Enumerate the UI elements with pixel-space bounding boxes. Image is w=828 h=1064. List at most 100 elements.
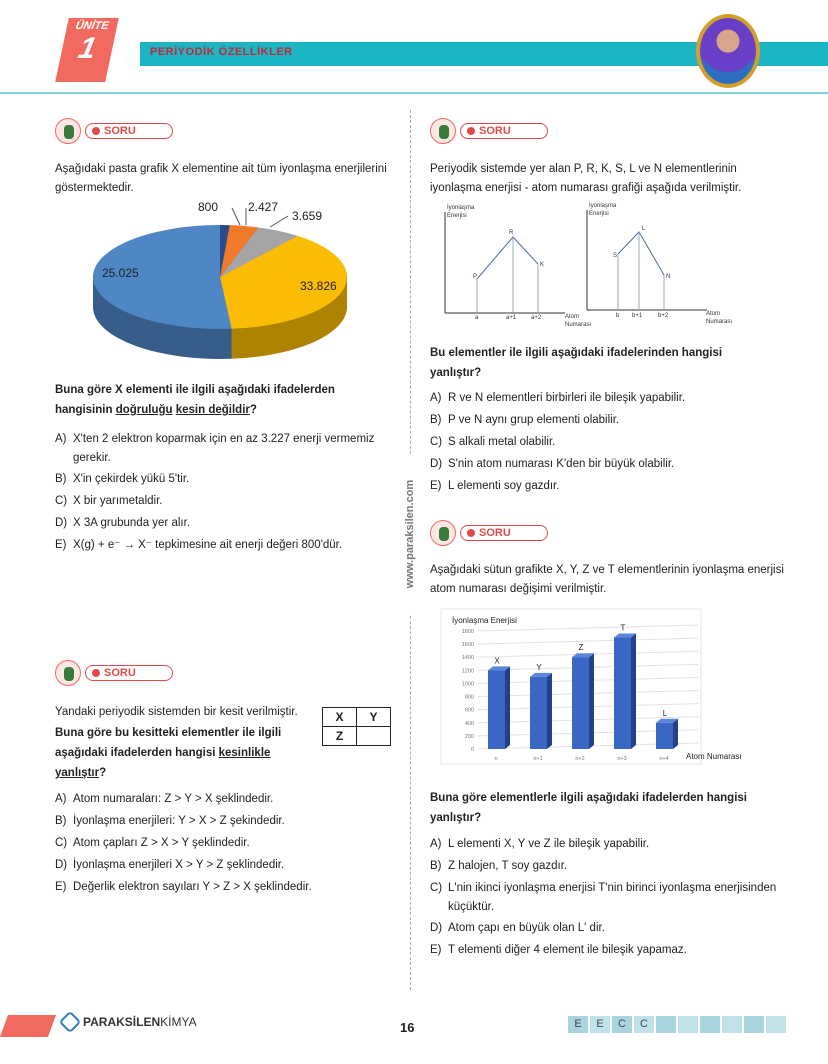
- bar-top: [614, 633, 636, 638]
- unit-label: ÜNİTE: [74, 20, 110, 32]
- cell-empty: [356, 726, 391, 746]
- cell-x: X: [322, 707, 357, 727]
- footer-accent: [0, 1015, 57, 1037]
- answer-box: [700, 1016, 720, 1033]
- svg-text:Atom: Atom: [565, 314, 579, 320]
- y-tick-label: 1600: [462, 642, 474, 648]
- y-tick-label: 1000: [462, 681, 474, 687]
- option-c[interactable]: C) S alkali metal olabilir.: [430, 436, 556, 448]
- unit-number: 1: [75, 32, 100, 65]
- q3-question: Bu elementler ile ilgili aşağıdaki ifade…: [430, 347, 723, 379]
- soru-label: SORU: [479, 125, 511, 137]
- option-d[interactable]: D) İyonlaşma enerjileri X > Y > Z şeklind…: [55, 859, 285, 871]
- author-avatar: [696, 14, 760, 88]
- option-e[interactable]: E) L elementi soy gazdır.: [430, 480, 560, 492]
- svg-text:a: a: [475, 315, 479, 321]
- option-b[interactable]: B) Z halojen, T soy gazdır.: [430, 860, 568, 872]
- bar-label: X: [494, 656, 500, 665]
- answer-box: E: [590, 1016, 610, 1033]
- teacher-icon: [55, 118, 81, 144]
- option-b[interactable]: B) P ve N aynı grup elementi olabilir.: [430, 414, 620, 426]
- svg-text:Numarası: Numarası: [706, 319, 732, 325]
- pie-label: 3.659: [292, 209, 322, 223]
- svg-text:K: K: [540, 262, 544, 268]
- x-tick-label: n+2: [575, 756, 584, 762]
- y-tick-label: 600: [465, 708, 474, 714]
- svg-text:Enerjisi: Enerjisi: [447, 213, 467, 219]
- logo-icon: [58, 1010, 82, 1034]
- q4-intro: Aşağıdaki sütun grafikte X, Y, Z ve T el…: [430, 564, 784, 595]
- svg-text:P: P: [473, 274, 477, 280]
- option-c[interactable]: C) X bir yarımetaldir.: [55, 495, 163, 507]
- soru-badge: SORU: [430, 118, 548, 144]
- option-a[interactable]: A) X'ten 2 elektron koparmak için en az 3…: [55, 433, 375, 464]
- bar-side: [589, 653, 594, 749]
- option-c[interactable]: C) Atom çapları Z > X > Y şeklindedir.: [55, 837, 250, 849]
- option-b[interactable]: B) X'in çekirdek yükü 5'tir.: [55, 473, 190, 485]
- graph-2: İyonlaşma Enerjisi Atom Numarası S L N b b+1 b…: [586, 202, 732, 325]
- svg-text:N: N: [666, 274, 670, 280]
- svg-text:b+1: b+1: [632, 313, 643, 319]
- option-a[interactable]: A) Atom numaraları: Z > Y > X şeklindedir…: [55, 793, 274, 805]
- y-tick-label: 1200: [462, 668, 474, 674]
- soru-label: SORU: [479, 527, 511, 539]
- option-d[interactable]: D) S'nin atom numarası K'den bir büyük ol…: [430, 458, 675, 470]
- cell-y: Y: [356, 707, 391, 727]
- bar-label: L: [663, 709, 668, 718]
- teacher-icon: [430, 118, 456, 144]
- graph-1: İyonlaşma Enerjisi Atom Numarası P R K a a+1 a…: [444, 204, 591, 328]
- svg-text:S: S: [613, 253, 617, 259]
- pie-slice: [92, 225, 232, 329]
- q4-options: A) L elementi X, Y ve Z ile bileşik yapab…: [430, 833, 780, 961]
- q1-intro: Aşağıdaki pasta grafik X elementine ait …: [55, 163, 387, 194]
- bar-label: Y: [536, 663, 542, 672]
- option-e[interactable]: E) Değerlik elektron sayıları Y > Z > X ş…: [55, 881, 312, 893]
- option-a[interactable]: A) L elementi X, Y ve Z ile bileşik yapab…: [430, 838, 650, 850]
- y-axis-title: İyonlaşma Enerjisi: [452, 616, 517, 625]
- bar-top: [488, 666, 510, 671]
- gridline: [477, 637, 699, 645]
- option-c[interactable]: C) L'nin ikinci iyonlaşma enerjisi T'nin …: [430, 882, 777, 913]
- header-divider: [0, 92, 828, 94]
- option-e[interactable]: E) X(g) + e⁻ → X⁻ tepkimesine ait enerji …: [55, 539, 343, 551]
- option-a[interactable]: A) R ve N elementleri birbirleri ile bile…: [430, 392, 686, 404]
- bar-top: [656, 718, 678, 723]
- soru-label: SORU: [104, 667, 136, 679]
- pie-label: 25.025: [102, 266, 139, 280]
- bar: [614, 637, 631, 749]
- soru-label: SORU: [104, 125, 136, 137]
- soru-badge: SORU: [55, 118, 173, 144]
- svg-text:L: L: [642, 226, 646, 232]
- option-e[interactable]: E) T elementi diğer 4 element ile bileşik…: [430, 944, 687, 956]
- answer-box: [766, 1016, 786, 1033]
- x-axis-title: Atom Numarası: [686, 752, 742, 761]
- answer-box: [722, 1016, 742, 1033]
- chapter-title: PERİYODİK ÖZELLİKLER: [150, 46, 293, 58]
- brand-logo: PARAKSİLENKİMYA: [58, 1010, 197, 1034]
- pie-chart: 800 2.427 3.659 25.025 33.826: [92, 200, 347, 359]
- svg-text:Numarası: Numarası: [565, 322, 591, 328]
- q2-options: A) Atom numaraları: Z > Y > X şeklindedir…: [55, 788, 395, 898]
- svg-text:İyonlaşma: İyonlaşma: [447, 204, 475, 211]
- svg-text:Enerjisi: Enerjisi: [589, 211, 609, 217]
- teacher-icon: [55, 660, 81, 686]
- svg-text:R: R: [509, 230, 514, 236]
- bar-label: Z: [579, 643, 584, 652]
- pie-slice: [220, 235, 347, 329]
- x-tick-label: n+3: [617, 756, 626, 762]
- answer-box: C: [612, 1016, 632, 1033]
- bar-side: [631, 633, 636, 749]
- bar-side: [673, 718, 678, 749]
- x-tick-label: n: [494, 756, 497, 762]
- option-b[interactable]: B) İyonlaşma enerjileri: Y > X > Z şekind…: [55, 815, 285, 827]
- bar-side: [547, 672, 552, 749]
- option-d[interactable]: D) Atom çapı en büyük olan L' dir.: [430, 922, 605, 934]
- svg-text:İyonlaşma: İyonlaşma: [589, 202, 617, 209]
- pie-label: 2.427: [248, 200, 278, 214]
- pie-label: 33.826: [300, 279, 337, 293]
- pie-label: 800: [198, 200, 218, 214]
- svg-text:b: b: [616, 313, 620, 319]
- bar-top: [572, 653, 594, 658]
- option-d[interactable]: D) X 3A grubunda yer alır.: [55, 517, 190, 529]
